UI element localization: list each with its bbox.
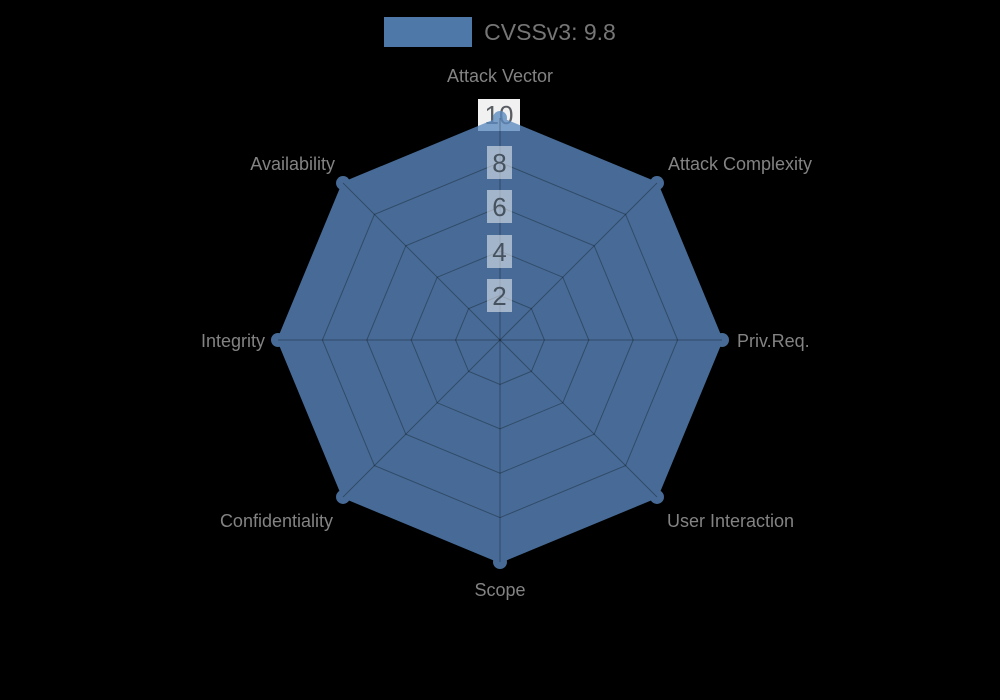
tick-label-8: 8 xyxy=(487,146,512,179)
data-point xyxy=(649,489,664,504)
tick-box xyxy=(487,279,512,312)
tick-label-2: 2 xyxy=(487,279,512,312)
tick-value: 4 xyxy=(492,237,506,267)
tick-value: 8 xyxy=(492,148,506,178)
tick-box xyxy=(487,146,512,179)
axis-label-attack-complexity: Attack Complexity xyxy=(668,154,812,174)
data-point xyxy=(271,333,285,347)
data-point xyxy=(715,333,729,347)
data-point xyxy=(493,111,507,125)
tick-value: 2 xyxy=(492,281,506,311)
radar-grid xyxy=(278,118,722,562)
legend-label[interactable]: CVSSv3: 9.8 xyxy=(484,19,616,45)
tick-label-6: 6 xyxy=(487,190,512,223)
series-markers xyxy=(271,111,729,569)
axis-label-scope: Scope xyxy=(474,580,525,600)
tick-value: 6 xyxy=(492,192,506,222)
axis-label-priv-req: Priv.Req. xyxy=(737,331,810,351)
legend-swatch[interactable] xyxy=(384,17,473,47)
axis-label-user-interaction: User Interaction xyxy=(667,511,794,531)
data-point xyxy=(649,176,664,191)
data-point xyxy=(336,489,351,504)
axis-label-attack-vector: Attack Vector xyxy=(447,66,553,86)
series-cvssv3 xyxy=(271,111,729,569)
tick-box xyxy=(487,190,512,223)
data-point xyxy=(493,555,507,569)
tick-box xyxy=(487,235,512,268)
axis-label-confidentiality: Confidentiality xyxy=(220,511,333,531)
axis-label-availability: Availability xyxy=(250,154,335,174)
axis-label-integrity: Integrity xyxy=(201,331,265,351)
tick-label-4: 4 xyxy=(487,235,512,268)
data-point xyxy=(336,176,351,191)
legend[interactable]: CVSSv3: 9.8 xyxy=(0,17,1000,47)
